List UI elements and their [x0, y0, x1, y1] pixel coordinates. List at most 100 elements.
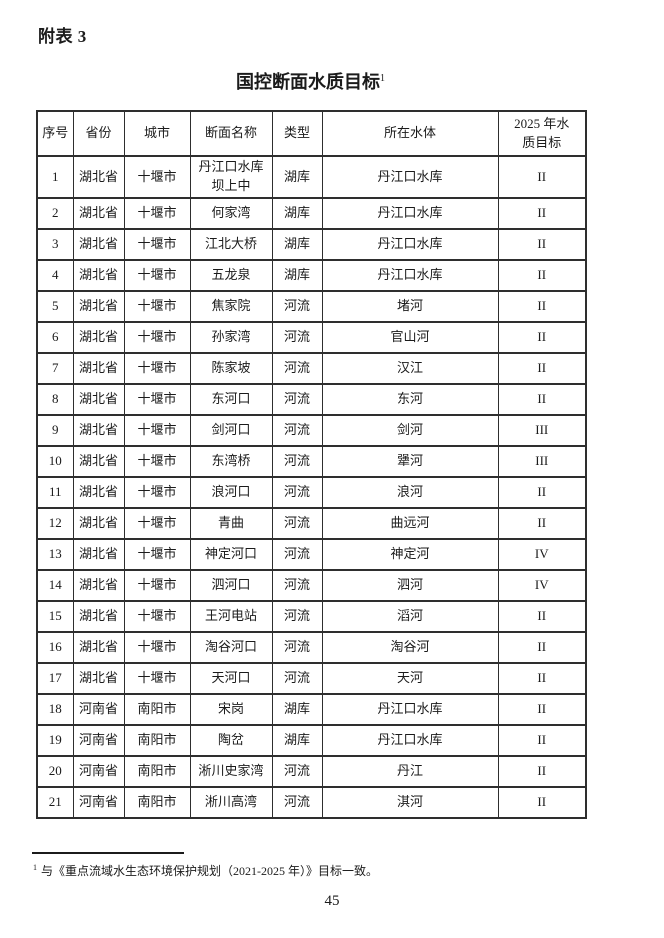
- cell-index: 11: [36, 476, 74, 509]
- cell-city: 十堰市: [123, 507, 191, 540]
- cell-type: 河流: [271, 662, 323, 695]
- table-row: 20 河南省 南阳市 淅川史家湾 河流 丹江 II: [36, 755, 587, 788]
- cell-index: 2: [36, 197, 74, 230]
- cell-index: 3: [36, 228, 74, 261]
- cell-city: 十堰市: [123, 383, 191, 416]
- cell-province: 河南省: [72, 724, 125, 757]
- cell-province: 河南省: [72, 755, 125, 788]
- table-row: 18 河南省 南阳市 宋岗 湖库 丹江口水库 II: [36, 693, 587, 726]
- table-row: 15 湖北省 十堰市 王河电站 河流 滔河 II: [36, 600, 587, 633]
- cell-index: 15: [36, 600, 74, 633]
- cell-target-2025: IV: [497, 569, 587, 602]
- cell-type: 湖库: [271, 724, 323, 757]
- cell-water-body: 淇河: [321, 786, 499, 819]
- cell-target-2025: II: [497, 228, 587, 261]
- table-row: 21 河南省 南阳市 淅川高湾 河流 淇河 II: [36, 786, 587, 819]
- cell-index: 7: [36, 352, 74, 385]
- cell-province: 湖北省: [72, 290, 125, 323]
- table-row: 8 湖北省 十堰市 东河口 河流 东河 II: [36, 383, 587, 416]
- header-row: 序号 省份 城市 断面名称 类型 所在水体 2025 年水质目标: [36, 110, 587, 157]
- cell-water-body: 丹江口水库: [321, 724, 499, 757]
- cell-index: 8: [36, 383, 74, 416]
- cell-type: 河流: [271, 786, 323, 819]
- cell-section-name: 陶岔: [189, 724, 273, 757]
- cell-city: 十堰市: [123, 600, 191, 633]
- cell-section-name: 宋岗: [189, 693, 273, 726]
- cell-section-name: 东河口: [189, 383, 273, 416]
- cell-province: 湖北省: [72, 197, 125, 230]
- table-header: 序号 省份 城市 断面名称 类型 所在水体 2025 年水质目标: [36, 110, 587, 157]
- cell-province: 湖北省: [72, 259, 125, 292]
- cell-water-body: 丹江口水库: [321, 693, 499, 726]
- water-quality-table: 序号 省份 城市 断面名称 类型 所在水体 2025 年水质目标 1 湖北省 十…: [36, 110, 587, 819]
- cell-index: 4: [36, 259, 74, 292]
- cell-target-2025: II: [497, 600, 587, 633]
- cell-province: 湖北省: [72, 352, 125, 385]
- cell-water-body: 浪河: [321, 476, 499, 509]
- cell-section-name: 五龙泉: [189, 259, 273, 292]
- table-row: 6 湖北省 十堰市 孙家湾 河流 官山河 II: [36, 321, 587, 354]
- cell-province: 湖北省: [72, 445, 125, 478]
- cell-type: 河流: [271, 755, 323, 788]
- cell-province: 湖北省: [72, 538, 125, 571]
- cell-water-body: 滔河: [321, 600, 499, 633]
- cell-water-body: 丹江口水库: [321, 259, 499, 292]
- cell-index: 13: [36, 538, 74, 571]
- cell-index: 1: [36, 155, 74, 199]
- cell-province: 湖北省: [72, 600, 125, 633]
- cell-section-name: 淘谷河口: [189, 631, 273, 664]
- table-row: 1 湖北省 十堰市 丹江口水库坝上中 湖库 丹江口水库 II: [36, 155, 587, 199]
- cell-city: 南阳市: [123, 724, 191, 757]
- footnote-divider: [32, 852, 184, 854]
- page-title: 国控断面水质目标1: [36, 68, 585, 94]
- cell-city: 十堰市: [123, 538, 191, 571]
- cell-section-name: 浪河口: [189, 476, 273, 509]
- cell-section-name: 剑河口: [189, 414, 273, 447]
- col-header-type: 类型: [271, 110, 323, 157]
- table-row: 7 湖北省 十堰市 陈家坡 河流 汉江 II: [36, 352, 587, 385]
- cell-target-2025: III: [497, 445, 587, 478]
- cell-index: 19: [36, 724, 74, 757]
- cell-target-2025: II: [497, 290, 587, 323]
- cell-province: 湖北省: [72, 476, 125, 509]
- cell-section-name: 神定河口: [189, 538, 273, 571]
- cell-section-name: 淅川史家湾: [189, 755, 273, 788]
- annex-label: 附表 3: [38, 27, 87, 46]
- cell-province: 湖北省: [72, 321, 125, 354]
- cell-province: 湖北省: [72, 155, 125, 199]
- page-title-footnote-marker: 1: [380, 73, 385, 84]
- cell-water-body: 东河: [321, 383, 499, 416]
- cell-section-name: 王河电站: [189, 600, 273, 633]
- cell-index: 17: [36, 662, 74, 695]
- cell-city: 十堰市: [123, 476, 191, 509]
- col-header-water-body: 所在水体: [321, 110, 499, 157]
- cell-type: 河流: [271, 538, 323, 571]
- cell-index: 16: [36, 631, 74, 664]
- cell-index: 5: [36, 290, 74, 323]
- cell-section-name: 孙家湾: [189, 321, 273, 354]
- cell-target-2025: II: [497, 197, 587, 230]
- cell-type: 河流: [271, 445, 323, 478]
- cell-city: 十堰市: [123, 631, 191, 664]
- cell-type: 河流: [271, 383, 323, 416]
- cell-target-2025: IV: [497, 538, 587, 571]
- cell-target-2025: II: [497, 507, 587, 540]
- cell-target-2025: III: [497, 414, 587, 447]
- cell-water-body: 官山河: [321, 321, 499, 354]
- cell-section-name: 青曲: [189, 507, 273, 540]
- cell-section-name: 何家湾: [189, 197, 273, 230]
- cell-province: 河南省: [72, 693, 125, 726]
- cell-index: 18: [36, 693, 74, 726]
- cell-city: 十堰市: [123, 155, 191, 199]
- cell-section-name: 陈家坡: [189, 352, 273, 385]
- cell-index: 20: [36, 755, 74, 788]
- cell-city: 十堰市: [123, 352, 191, 385]
- table-row: 16 湖北省 十堰市 淘谷河口 河流 淘谷河 II: [36, 631, 587, 664]
- cell-index: 14: [36, 569, 74, 602]
- cell-index: 9: [36, 414, 74, 447]
- cell-water-body: 剑河: [321, 414, 499, 447]
- cell-type: 河流: [271, 290, 323, 323]
- cell-type: 湖库: [271, 155, 323, 199]
- col-header-index: 序号: [36, 110, 74, 157]
- cell-city: 十堰市: [123, 414, 191, 447]
